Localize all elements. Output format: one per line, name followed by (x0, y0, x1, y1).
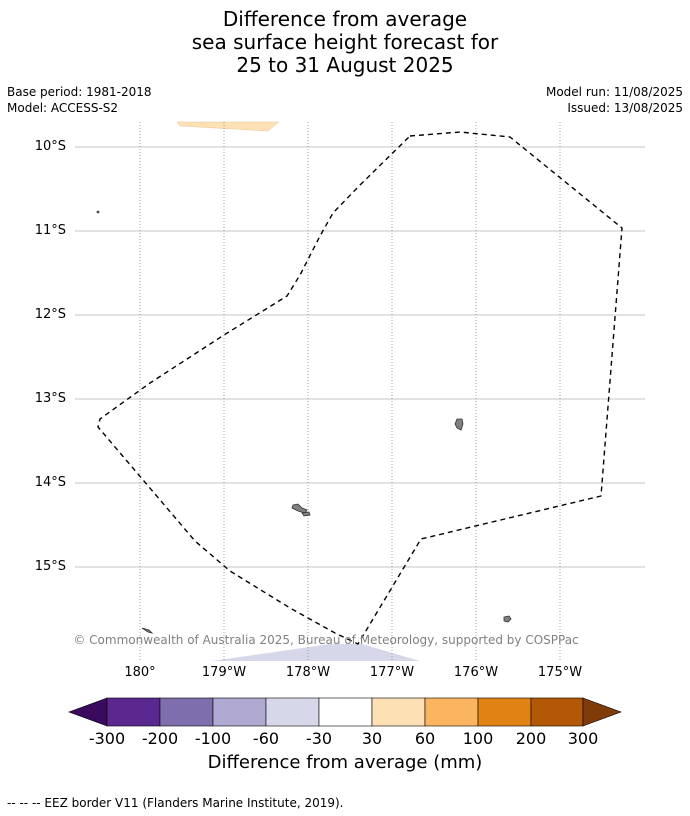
colorbar-label: 200 (515, 729, 547, 748)
colorbar-bin (530, 697, 584, 727)
colorbar-bin (371, 697, 426, 727)
lon-label-177w: 177°W (369, 665, 415, 680)
island-north-east (454, 418, 464, 431)
issued-date: Issued: 13/08/2025 (567, 101, 683, 115)
colorbar-label: -30 (305, 729, 333, 748)
lon-label-180: 180° (124, 665, 156, 680)
lon-label-179w: 179°W (201, 665, 247, 680)
eez-footnote: -- -- -- EEZ border V11 (Flanders Marine… (7, 796, 344, 810)
colorbar-bin (106, 697, 161, 727)
lat-label-11s: 11°S (34, 223, 66, 238)
title-line-3: 25 to 31 August 2025 (236, 53, 454, 77)
lat-label-15s: 15°S (34, 559, 66, 574)
colorbar-bin (212, 697, 267, 727)
lat-label-12s: 12°S (34, 307, 66, 322)
islet-north-west (96, 210, 100, 214)
colorbar-bin (265, 697, 320, 727)
colorbar-label: 30 (361, 729, 383, 748)
colorbar-label: 100 (462, 729, 494, 748)
anomaly-patch-negative (212, 644, 420, 661)
colorbar-label: 60 (414, 729, 436, 748)
copyright-notice: © Commonwealth of Australia 2025, Bureau… (73, 633, 579, 647)
colorbar-label: -300 (88, 729, 126, 748)
meta-right: Model run: 11/08/2025 Issued: 13/08/2025 (546, 84, 683, 116)
anomaly-patch-positive (176, 121, 280, 132)
title-line-1: Difference from average (222, 7, 468, 31)
lat-label-13s: 13°S (34, 391, 66, 406)
map-title: Difference from average sea surface heig… (0, 8, 690, 77)
meta-left: Base period: 1981-2018 Model: ACCESS-S2 (7, 84, 152, 116)
base-period: Base period: 1981-2018 (7, 85, 152, 99)
land-masses (96, 210, 512, 634)
island-south-east (503, 615, 512, 623)
model-run: Model run: 11/08/2025 (545, 85, 683, 99)
colorbar-bin (159, 697, 214, 727)
colorbar-label: -100 (194, 729, 232, 748)
island-lau-group (291, 503, 308, 514)
lat-label-14s: 14°S (34, 475, 66, 490)
island-south-west (141, 627, 154, 634)
colorbar-label: 300 (567, 729, 599, 748)
colorbar (68, 697, 622, 727)
lat-label-10s: 10°S (34, 139, 66, 154)
longitude-gridlines (139, 122, 561, 661)
colorbar-label: -60 (252, 729, 280, 748)
colorbar-extend-high (582, 697, 622, 727)
title-line-2: sea surface height forecast for (191, 30, 499, 54)
colorbar-title: Difference from average (mm) (207, 752, 483, 773)
lon-label-175w: 175°W (537, 665, 583, 680)
lon-label-176w: 176°W (453, 665, 499, 680)
colorbar-extend-low (68, 697, 108, 727)
latitude-gridlines (75, 146, 645, 568)
colorbar-label: -200 (141, 729, 179, 748)
lon-label-178w: 178°W (285, 665, 331, 680)
island-lau-small (301, 511, 311, 517)
colorbar-bin (477, 697, 532, 727)
eez-border (97, 131, 623, 645)
colorbar-bin (424, 697, 479, 727)
eez-border-closing (359, 135, 411, 186)
colorbar-bin (318, 697, 373, 727)
model-name: Model: ACCESS-S2 (7, 101, 119, 115)
